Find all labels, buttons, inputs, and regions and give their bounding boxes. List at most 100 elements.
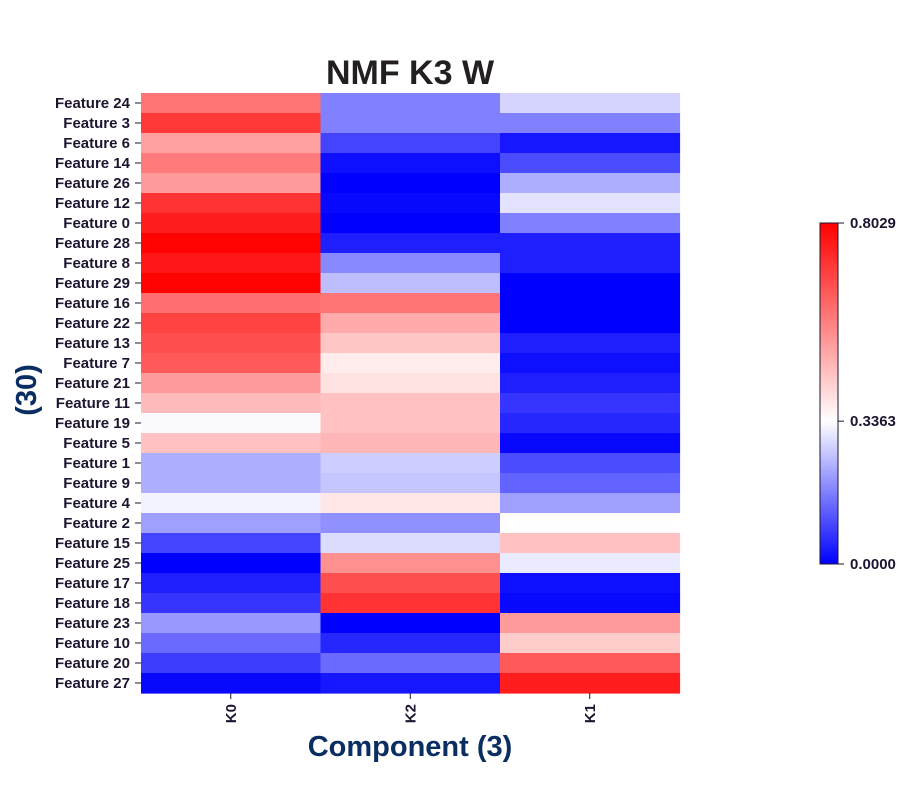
- heatmap-cell: [320, 453, 501, 474]
- row-tick-label: Feature 15: [55, 535, 130, 552]
- row-tick-label: Feature 12: [55, 195, 130, 212]
- heatmap-cell: [500, 673, 681, 694]
- heatmap-cell: [141, 293, 322, 314]
- heatmap-cell: [500, 353, 681, 374]
- row-tick-label: Feature 0: [63, 215, 130, 232]
- heatmap-cell: [141, 273, 322, 294]
- heatmap-cell: [320, 173, 501, 194]
- row-tick-label: Feature 19: [55, 415, 130, 432]
- heatmap-cell: [500, 233, 681, 254]
- heatmap-cell: [500, 373, 681, 394]
- heatmap-cell: [500, 313, 681, 334]
- heatmap-cell: [141, 593, 322, 614]
- heatmap-cell: [320, 473, 501, 494]
- heatmap-cell: [320, 493, 501, 514]
- heatmap-cell: [320, 433, 501, 454]
- heatmap-cell: [320, 593, 501, 614]
- heatmap-cell: [141, 253, 322, 274]
- row-tick-label: Feature 2: [63, 515, 130, 532]
- row-tick-label: Feature 27: [55, 675, 130, 692]
- row-tick-label: Feature 20: [55, 655, 130, 672]
- row-tick-label: Feature 3: [63, 115, 130, 132]
- heatmap-cell: [320, 393, 501, 414]
- row-tick-label: Feature 7: [63, 355, 130, 372]
- heatmap-cell: [500, 573, 681, 594]
- row-tick-label: Feature 13: [55, 335, 130, 352]
- row-tick-label: Feature 29: [55, 275, 130, 292]
- heatmap-cell: [500, 513, 681, 534]
- heatmap-cell: [141, 613, 322, 634]
- heatmap-cell: [320, 133, 501, 154]
- heatmap-cell: [500, 593, 681, 614]
- heatmap-cell: [500, 153, 681, 174]
- heatmap-cell: [141, 653, 322, 674]
- heatmap-cell: [500, 633, 681, 654]
- heatmap-cell: [500, 133, 681, 154]
- heatmap-cell: [141, 93, 322, 114]
- heatmap-cell: [320, 193, 501, 214]
- heatmap-cell: [141, 513, 322, 534]
- row-tick-label: Feature 6: [63, 135, 130, 152]
- heatmap-cell: [320, 613, 501, 634]
- row-tick-label: Feature 5: [63, 435, 130, 452]
- colorbar-tick-label: 0.3363: [850, 413, 896, 430]
- heatmap-cell: [141, 333, 322, 354]
- heatmap-cell: [500, 433, 681, 454]
- row-tick-label: Feature 23: [55, 615, 130, 632]
- heatmap-cell: [141, 213, 322, 234]
- row-tick-label: Feature 17: [55, 575, 130, 592]
- row-tick-label: Feature 28: [55, 235, 130, 252]
- heatmap-cell: [141, 373, 322, 394]
- heatmap-cell: [141, 413, 322, 434]
- heatmap-cell: [141, 533, 322, 554]
- heatmap-cell: [500, 193, 681, 214]
- heatmap-cell: [320, 93, 501, 114]
- heatmap-cell: [320, 653, 501, 674]
- heatmap-cell: [141, 113, 322, 134]
- heatmap-cell: [141, 493, 322, 514]
- column-tick-label: K1: [582, 704, 599, 723]
- heatmap-cell: [141, 313, 322, 334]
- heatmap-cell: [500, 273, 681, 294]
- heatmap-cell: [320, 513, 501, 534]
- heatmap-cell: [500, 293, 681, 314]
- row-tick-label: Feature 18: [55, 595, 130, 612]
- heatmap-cell: [141, 393, 322, 414]
- heatmap-cell: [141, 433, 322, 454]
- heatmap-cells: [141, 93, 681, 694]
- colorbar-tick-label: 0.8029: [850, 215, 896, 232]
- row-tick-labels: Feature 24 Feature 3 Feature 6 Feature 14 Fe…: [55, 95, 141, 692]
- heatmap-cell: [320, 633, 501, 654]
- heatmap-cell: [320, 673, 501, 694]
- column-tick-label: K0: [223, 704, 240, 723]
- row-tick-label: Feature 22: [55, 315, 130, 332]
- heatmap-cell: [141, 173, 322, 194]
- heatmap-cell: [141, 573, 322, 594]
- heatmap-cell: [320, 353, 501, 374]
- heatmap-cell: [500, 653, 681, 674]
- y-axis-label: (30): [11, 364, 43, 416]
- x-axis-label: Component (3): [308, 731, 513, 763]
- column-tick-label: K2: [402, 704, 419, 723]
- heatmap-cell: [320, 213, 501, 234]
- heatmap-cell: [141, 453, 322, 474]
- row-tick-label: Feature 14: [55, 155, 131, 172]
- heatmap-cell: [320, 253, 501, 274]
- colorbar-ticks: 0.8029 0.3363 0.0000: [838, 215, 896, 573]
- heatmap-cell: [500, 453, 681, 474]
- row-tick-label: Feature 16: [55, 295, 130, 312]
- heatmap-cell: [500, 473, 681, 494]
- row-tick-label: Feature 25: [55, 555, 130, 572]
- heatmap-cell: [141, 633, 322, 654]
- heatmap-cell: [500, 173, 681, 194]
- colorbar: 0.8029 0.3363 0.0000: [819, 215, 896, 573]
- row-tick-label: Feature 26: [55, 175, 130, 192]
- row-tick-label: Feature 24: [55, 95, 131, 112]
- heatmap-cell: [320, 273, 501, 294]
- heatmap-cell: [141, 133, 322, 154]
- heatmap-cell: [320, 153, 501, 174]
- heatmap-cell: [320, 293, 501, 314]
- heatmap-cell: [141, 153, 322, 174]
- row-tick-label: Feature 1: [63, 455, 130, 472]
- heatmap-cell: [500, 613, 681, 634]
